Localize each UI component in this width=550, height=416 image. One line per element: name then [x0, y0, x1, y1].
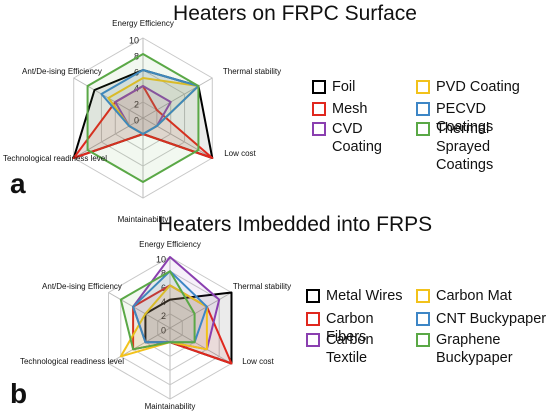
- axis-label: Energy Efficiency: [112, 19, 174, 28]
- axis-spoke: [169, 292, 232, 329]
- legend-item: Carbon Mat: [416, 287, 550, 305]
- axis-label: Thermal stability: [232, 282, 292, 291]
- axis-label: Ant/De-ising Efficiency: [22, 67, 102, 76]
- legend-label: Carbon Textile: [326, 332, 374, 366]
- legend-item: CNT Buckypaper: [416, 310, 550, 328]
- legend-swatch: [312, 102, 326, 116]
- axis-label: Technological readiness level: [2, 154, 108, 163]
- legend-swatch: [416, 80, 430, 94]
- axis-spoke: [142, 117, 213, 159]
- r-tick-label: 2: [161, 311, 166, 321]
- r-tick-label: 8: [134, 51, 139, 61]
- legend-label: CNT Buckypaper: [436, 311, 547, 327]
- axis-spoke: [73, 117, 144, 159]
- r-tick-label: 10: [129, 35, 139, 45]
- legend-item: Carbon Textile: [306, 331, 411, 367]
- r-tick-label: 4: [161, 297, 166, 307]
- r-tick-label: 0: [134, 115, 139, 125]
- legend-item: Carbon Fibers: [306, 310, 411, 346]
- legend-label: Thermal Sprayed Coatings: [436, 121, 494, 173]
- legend-label: Metal Wires: [326, 288, 403, 304]
- legend-item: PECVD Coatings: [416, 100, 541, 136]
- r-tick-label: 8: [161, 269, 166, 279]
- axis-spoke: [108, 292, 171, 329]
- axis-label: Technological readiness level: [19, 357, 125, 366]
- legend-item: CVD Coating: [312, 120, 407, 156]
- legend-swatch: [306, 333, 320, 347]
- r-tick-label: 2: [134, 99, 139, 109]
- legend-swatch: [306, 312, 320, 326]
- axis-label: Low cost: [242, 357, 274, 366]
- r-tick-label: 6: [161, 283, 166, 293]
- axis-spoke: [108, 327, 171, 364]
- legend-label: Mesh: [332, 101, 368, 117]
- legend-label: Carbon Mat: [436, 288, 512, 304]
- legend-item: PVD Coating: [416, 78, 541, 96]
- axis-label: Ant/De-ising Efficiency: [42, 282, 122, 291]
- panel-label: b: [10, 378, 28, 409]
- r-tick-label: 4: [134, 83, 139, 93]
- axis-label: Maintainability: [144, 402, 196, 411]
- legend-item: Thermal Sprayed Coatings: [416, 120, 541, 174]
- legend-item: Mesh: [312, 100, 407, 118]
- series-polygon: [119, 270, 196, 351]
- legend-label: Carbon Fibers: [326, 311, 374, 345]
- legend-label: PVD Coating: [436, 79, 520, 95]
- legend-swatch: [416, 102, 430, 116]
- legend-swatch: [306, 289, 320, 303]
- legend-item: Metal Wires: [306, 287, 411, 305]
- panel-label: a: [10, 168, 26, 199]
- axis-label: Low cost: [224, 149, 256, 158]
- axis-spoke: [169, 327, 232, 364]
- legend-swatch: [312, 80, 326, 94]
- legend-swatch: [312, 122, 326, 136]
- legend-swatch: [416, 289, 430, 303]
- axis-spoke: [142, 77, 213, 119]
- legend-label: Foil: [332, 79, 356, 95]
- chart-title: Heaters on FRPC Surface: [173, 2, 417, 25]
- grid-line: [73, 37, 213, 199]
- legend-swatch: [416, 122, 430, 136]
- legend-label: Graphene Buckypaper: [436, 332, 513, 366]
- legend-label: CVD Coating: [332, 121, 382, 155]
- axis-label: Maintainability: [117, 215, 169, 224]
- legend-swatch: [416, 312, 430, 326]
- series-polygon: [86, 53, 200, 183]
- legend-label: PECVD Coatings: [436, 101, 494, 135]
- chart-title: Heaters Imbedded into FRPS: [157, 213, 433, 236]
- legend-item: Foil: [312, 78, 407, 96]
- r-tick-label: 0: [161, 325, 166, 335]
- legend-item: Graphene Buckypaper: [416, 331, 550, 367]
- axis-label: Energy Efficiency: [139, 240, 201, 249]
- legend-swatch: [416, 333, 430, 347]
- r-tick-label: 10: [156, 254, 166, 264]
- axis-label: Thermal stability: [222, 67, 282, 76]
